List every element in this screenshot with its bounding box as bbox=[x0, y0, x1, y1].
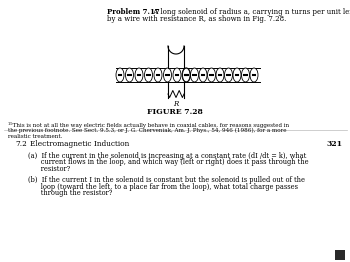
Ellipse shape bbox=[126, 68, 133, 82]
Text: Problem 7.17: Problem 7.17 bbox=[107, 8, 160, 16]
Text: realistic treatment.: realistic treatment. bbox=[8, 134, 62, 139]
Text: current flows in the loop, and which way (left or right) does it pass through th: current flows in the loop, and which way… bbox=[28, 159, 309, 166]
Ellipse shape bbox=[190, 68, 198, 82]
Ellipse shape bbox=[182, 68, 190, 82]
Ellipse shape bbox=[173, 68, 181, 82]
Text: the previous footnote. See Sect. 9.5.3, or J. G. Cherveniak, Am. J. Phys., 54, 9: the previous footnote. See Sect. 9.5.3, … bbox=[8, 128, 287, 133]
Text: through the resistor?: through the resistor? bbox=[28, 189, 112, 198]
Ellipse shape bbox=[135, 68, 143, 82]
Ellipse shape bbox=[145, 68, 153, 82]
Bar bbox=[335, 250, 345, 260]
Text: R: R bbox=[173, 100, 178, 108]
Ellipse shape bbox=[216, 68, 224, 82]
Text: Electromagnetic Induction: Electromagnetic Induction bbox=[30, 140, 129, 148]
Ellipse shape bbox=[224, 68, 232, 82]
Text: resistor?: resistor? bbox=[28, 165, 70, 173]
Ellipse shape bbox=[208, 68, 216, 82]
Text: FIGURE 7.28: FIGURE 7.28 bbox=[147, 108, 203, 116]
Ellipse shape bbox=[116, 68, 124, 82]
Text: 7.2: 7.2 bbox=[15, 140, 27, 148]
Text: A long solenoid of radius a, carrying n turns per unit length, is looped: A long solenoid of radius a, carrying n … bbox=[151, 8, 350, 16]
Ellipse shape bbox=[199, 68, 207, 82]
Text: loop (toward the left, to a place far from the loop), what total charge passes: loop (toward the left, to a place far fr… bbox=[28, 183, 298, 191]
Ellipse shape bbox=[233, 68, 241, 82]
Text: by a wire with resistance R, as shown in Fig. 7.28.: by a wire with resistance R, as shown in… bbox=[107, 15, 286, 23]
Text: ¹⁵This is not at all the way electric fields actually behave in coaxial cables, : ¹⁵This is not at all the way electric fi… bbox=[8, 122, 289, 128]
Text: (b)  If the current I in the solenoid is constant but the solenoid is pulled out: (b) If the current I in the solenoid is … bbox=[28, 176, 305, 184]
Ellipse shape bbox=[241, 68, 250, 82]
Text: (a)  If the current in the solenoid is increasing at a constant rate (dI /dt = k: (a) If the current in the solenoid is in… bbox=[28, 152, 306, 160]
Ellipse shape bbox=[250, 68, 258, 82]
Ellipse shape bbox=[163, 68, 172, 82]
Ellipse shape bbox=[154, 68, 162, 82]
Text: 321: 321 bbox=[326, 140, 342, 148]
Ellipse shape bbox=[182, 68, 190, 82]
